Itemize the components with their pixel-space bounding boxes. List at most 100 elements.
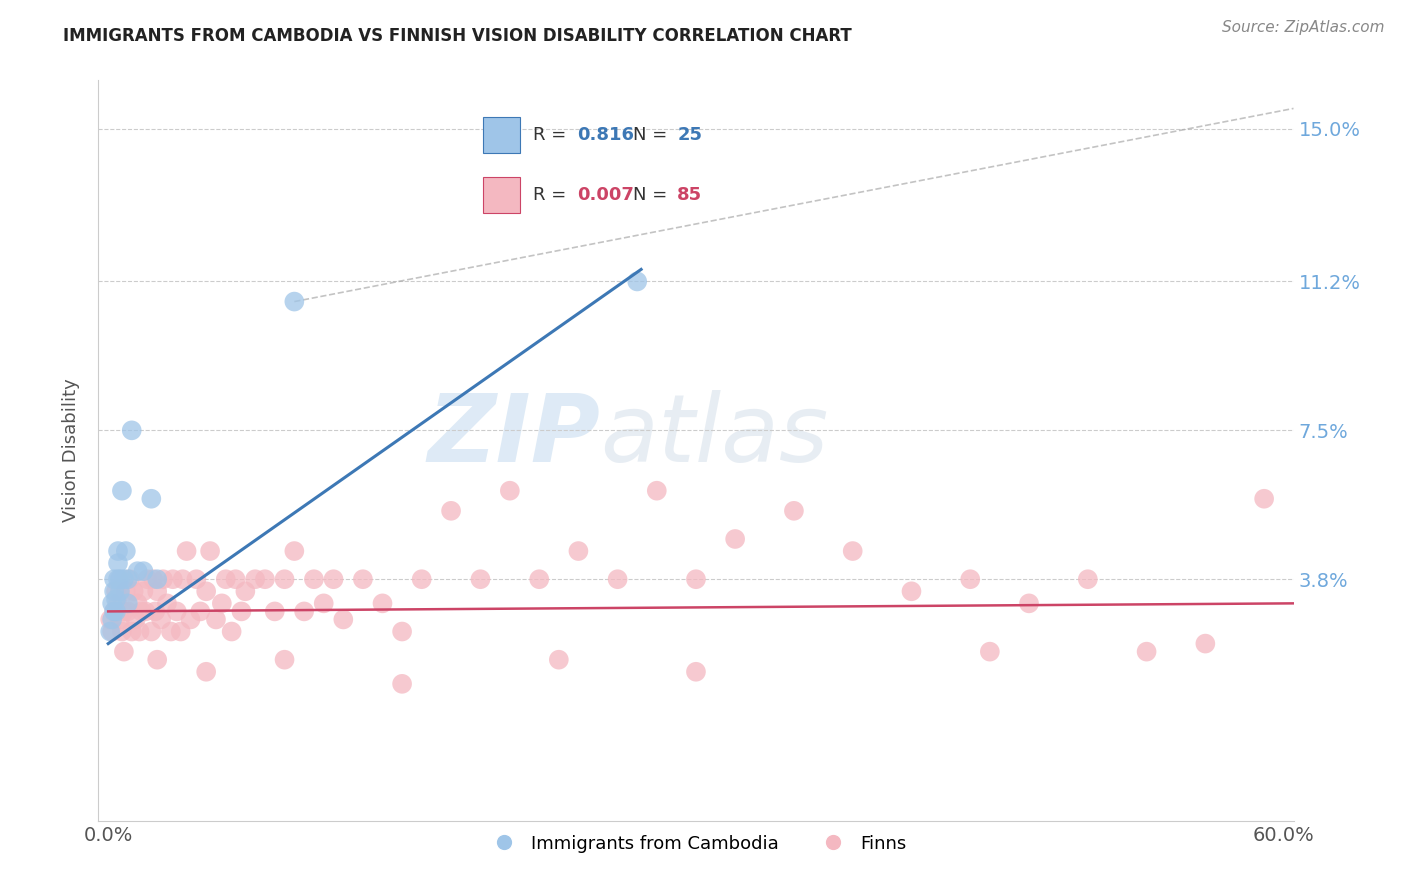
Point <box>112 645 135 659</box>
Point <box>195 584 218 599</box>
Point <box>231 604 253 618</box>
Point <box>108 584 131 599</box>
Point <box>391 624 413 639</box>
Point <box>98 624 121 639</box>
Point <box>122 584 145 599</box>
Point <box>166 604 188 618</box>
Point <box>685 572 707 586</box>
Point <box>146 572 169 586</box>
Point <box>111 483 134 498</box>
Point <box>118 572 141 586</box>
Point <box>146 653 169 667</box>
Point <box>105 604 128 618</box>
Point <box>112 604 135 618</box>
Point <box>440 504 463 518</box>
Point <box>142 572 165 586</box>
Point <box>156 596 179 610</box>
Point <box>117 572 139 586</box>
Point <box>141 624 163 639</box>
Y-axis label: Vision Disability: Vision Disability <box>62 378 80 523</box>
Point <box>127 564 149 578</box>
Point <box>160 624 183 639</box>
Point <box>959 572 981 586</box>
Point <box>150 612 173 626</box>
Point <box>105 584 128 599</box>
Point <box>107 572 129 586</box>
Point <box>170 624 193 639</box>
Point <box>103 604 125 618</box>
Point <box>273 653 295 667</box>
Point <box>101 596 124 610</box>
Point <box>141 491 163 506</box>
Point <box>685 665 707 679</box>
Point <box>115 584 138 599</box>
Point <box>215 572 238 586</box>
Point <box>121 423 143 437</box>
Point <box>979 645 1001 659</box>
Point <box>263 604 285 618</box>
Point <box>371 596 394 610</box>
Point <box>117 596 139 610</box>
Point <box>547 653 569 667</box>
Point <box>411 572 433 586</box>
Point <box>111 624 134 639</box>
Point <box>567 544 589 558</box>
Text: Source: ZipAtlas.com: Source: ZipAtlas.com <box>1222 20 1385 35</box>
Point <box>283 544 305 558</box>
Point <box>195 665 218 679</box>
Point <box>117 604 139 618</box>
Point <box>112 572 135 586</box>
Point <box>391 677 413 691</box>
Point <box>132 584 155 599</box>
Point <box>172 572 194 586</box>
Point <box>783 504 806 518</box>
Point <box>121 624 143 639</box>
Point <box>900 584 922 599</box>
Point <box>626 275 648 289</box>
Point <box>841 544 863 558</box>
Text: atlas: atlas <box>600 390 828 481</box>
Point <box>724 532 747 546</box>
Point <box>225 572 247 586</box>
Point <box>312 596 335 610</box>
Point <box>108 572 131 586</box>
Point <box>146 584 169 599</box>
Text: IMMIGRANTS FROM CAMBODIA VS FINNISH VISION DISABILITY CORRELATION CHART: IMMIGRANTS FROM CAMBODIA VS FINNISH VISI… <box>63 27 852 45</box>
Point <box>205 612 228 626</box>
Point <box>1253 491 1275 506</box>
Point <box>253 572 276 586</box>
Point <box>152 572 174 586</box>
Point <box>188 604 211 618</box>
Point <box>292 604 315 618</box>
Point <box>132 564 155 578</box>
Point <box>143 604 166 618</box>
Point <box>107 544 129 558</box>
Point <box>273 572 295 586</box>
Point <box>645 483 668 498</box>
Text: ZIP: ZIP <box>427 390 600 482</box>
Point <box>1018 596 1040 610</box>
Point <box>162 572 184 586</box>
Point <box>101 624 124 639</box>
Point <box>243 572 266 586</box>
Point <box>115 544 138 558</box>
Point <box>176 544 198 558</box>
Point <box>529 572 551 586</box>
Point <box>302 572 325 586</box>
Point <box>179 612 201 626</box>
Point <box>352 572 374 586</box>
Point <box>107 556 129 570</box>
Point <box>283 294 305 309</box>
Point <box>1194 637 1216 651</box>
Point <box>134 604 156 618</box>
Point <box>332 612 354 626</box>
Point <box>103 584 125 599</box>
Point <box>186 572 208 586</box>
Point <box>136 572 159 586</box>
Point <box>235 584 257 599</box>
Point <box>131 604 153 618</box>
Point <box>101 612 124 626</box>
Point <box>103 604 125 618</box>
Point <box>108 612 131 626</box>
Point <box>470 572 492 586</box>
